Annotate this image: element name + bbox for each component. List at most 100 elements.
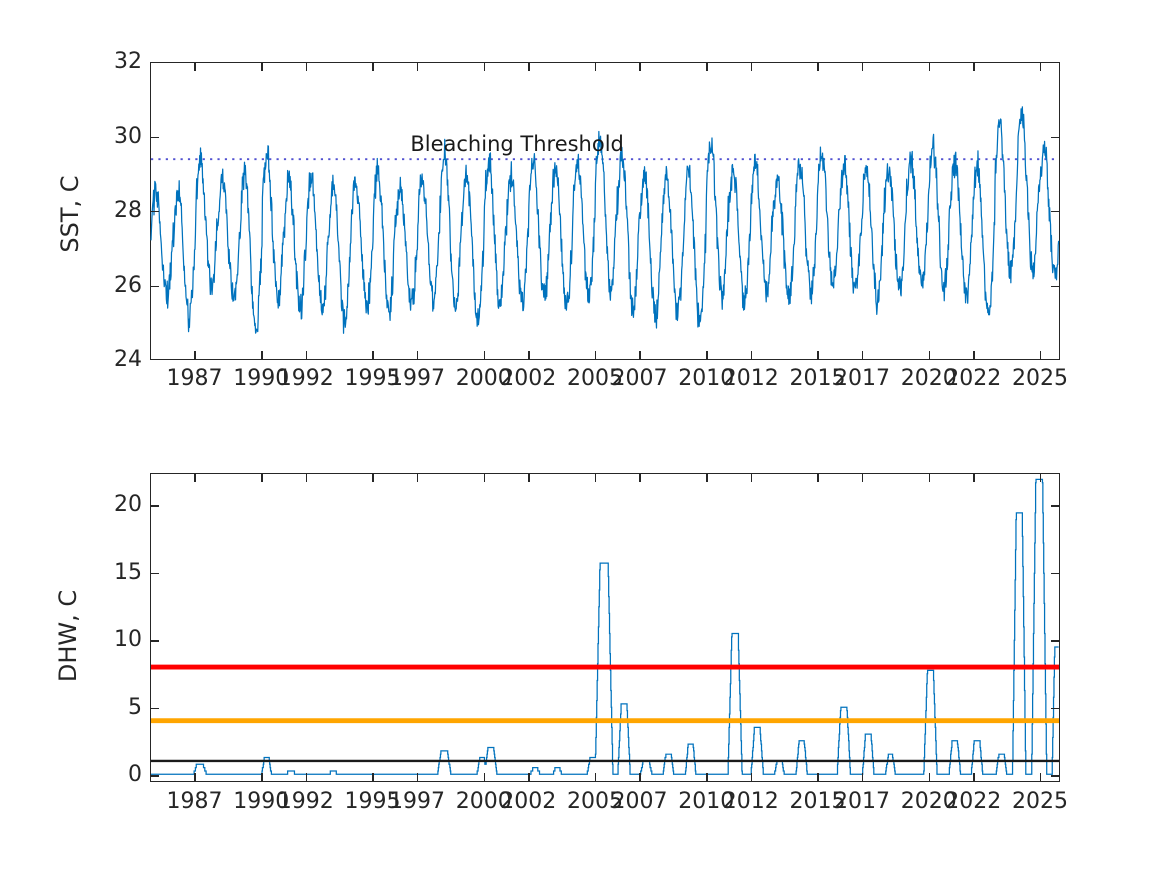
dhw-axes-box [150,473,1060,782]
sst-x-tick-1990: 1990 [233,366,290,391]
sst-x-tickmark [973,62,975,71]
sst-x-tickmark [639,62,641,71]
dhw-x-tick-1995: 1995 [344,789,401,814]
sst-x-tickmark [1039,351,1042,360]
sst-x-tick-2015: 2015 [789,366,846,391]
dhw-x-tickmark [928,773,931,782]
dhw-x-tickmark [483,773,486,782]
sst-x-tickmark [706,351,708,360]
sst-x-tick-1997: 1997 [388,366,445,391]
dhw-x-tickmark [861,473,864,482]
dhw-y-tick-5: 5 [128,694,142,720]
dhw-x-tick-2007: 2007 [611,789,668,814]
sst-y-tickmark [150,211,159,213]
sst-y-tickmark [1051,211,1060,213]
sst-x-tick-1987: 1987 [166,366,223,391]
dhw-panel: 0 5 10 15 20 1987 1990 1992 1995 1997 2000 2002 200… [0,410,1167,875]
sst-x-tickmark [750,62,753,71]
sst-y-tick-32: 32 [114,49,142,74]
dhw-x-tick-1992: 1992 [277,789,334,814]
sst-x-tickmark [372,62,374,71]
sst-x-tickmark [528,351,530,360]
dhw-x-tick-2005: 2005 [566,789,623,814]
dhw-x-tickmark [261,773,263,782]
sst-x-tickmark [483,62,486,71]
sst-y-tickmark [150,136,159,138]
sst-x-tickmark [817,351,819,360]
dhw-x-tick-2015: 2015 [789,789,846,814]
dhw-x-tick-2002: 2002 [500,789,557,814]
sst-x-tickmark [861,351,864,360]
dhw-x-tickmark [817,773,819,782]
sst-x-tick-2025: 2025 [1011,366,1068,391]
dhw-y-tick-0: 0 [128,762,142,788]
dhw-x-tick-2000: 2000 [455,789,512,814]
sst-x-tickmark [973,351,975,360]
dhw-x-tick-2025: 2025 [1011,789,1068,814]
sst-y-tick-26: 26 [114,272,142,298]
dhw-x-tickmark [416,773,419,782]
dhw-y-tick-10: 10 [114,627,142,653]
dhw-x-tickmark [372,473,374,482]
dhw-x-tick-2010: 2010 [678,789,735,814]
sst-x-tick-2017: 2017 [833,366,890,391]
sst-y-tick-28: 28 [114,198,142,223]
sst-y-tickmark [1051,285,1060,287]
sst-x-tick-1995: 1995 [344,366,401,391]
sst-x-tickmark [594,62,597,71]
dhw-y-tickmark [150,707,159,710]
dhw-y-tickmark [1051,775,1060,777]
sst-x-tick-1992: 1992 [277,366,334,391]
sst-x-tickmark [594,351,597,360]
dhw-x-tickmark [372,773,374,782]
dhw-y-tickmark [150,572,159,575]
dhw-x-tickmark [861,773,864,782]
dhw-x-tickmark [639,773,641,782]
dhw-x-tickmark [194,773,196,782]
sst-x-tickmark [416,62,419,71]
dhw-x-tickmark [973,473,975,482]
dhw-x-tickmark [594,473,597,482]
sst-x-tickmark [416,351,419,360]
dhw-x-tick-2020: 2020 [900,789,957,814]
dhw-y-tickmark [1051,505,1060,507]
dhw-x-tickmark [750,773,753,782]
sst-y-tickmark [150,285,159,287]
sst-panel: 24 26 28 30 32 1987 1990 1992 1995 1997 2000 2002 2… [56,49,1068,391]
dhw-x-tickmark [1039,773,1042,782]
dhw-x-tickmark [528,473,530,482]
dhw-x-tickmark [528,773,530,782]
dhw-x-tickmark [305,473,308,482]
dhw-x-tickmark [639,473,641,482]
sst-x-tick-2005: 2005 [566,366,623,391]
dhw-x-tickmark [928,473,931,482]
sst-x-tickmark [372,351,374,360]
sst-x-tickmark [194,351,196,360]
sst-x-tickmark [194,62,196,71]
dhw-x-tick-2017: 2017 [833,789,890,814]
sst-x-tick-2002: 2002 [500,366,557,391]
sst-x-tick-2000: 2000 [455,366,512,391]
sst-x-tickmark [706,62,708,71]
sst-y-axis-title: SST, C [56,175,84,253]
sst-y-tick-24: 24 [114,347,142,372]
sst-x-tick-2010: 2010 [678,366,735,391]
sst-x-tick-2020: 2020 [900,366,957,391]
dhw-x-tick-1990: 1990 [233,789,290,814]
dhw-x-tickmark [817,473,819,482]
dhw-y-tickmark [150,775,159,777]
dhw-x-tickmark [416,473,419,482]
sst-x-tickmark [261,351,263,360]
dhw-y-axis-title: DHW, C [54,589,82,683]
sst-x-tickmark [639,351,641,360]
dhw-plot-area [151,478,1059,775]
dhw-x-tickmark [706,773,708,782]
sst-axes-box [150,62,1060,360]
sst-x-tickmark [817,62,819,71]
sst-x-tickmark [305,351,308,360]
sst-x-tickmark [750,351,753,360]
dhw-y-tickmark [1051,640,1060,642]
sst-x-tickmark [861,62,864,71]
sst-x-tick-2012: 2012 [722,366,779,391]
